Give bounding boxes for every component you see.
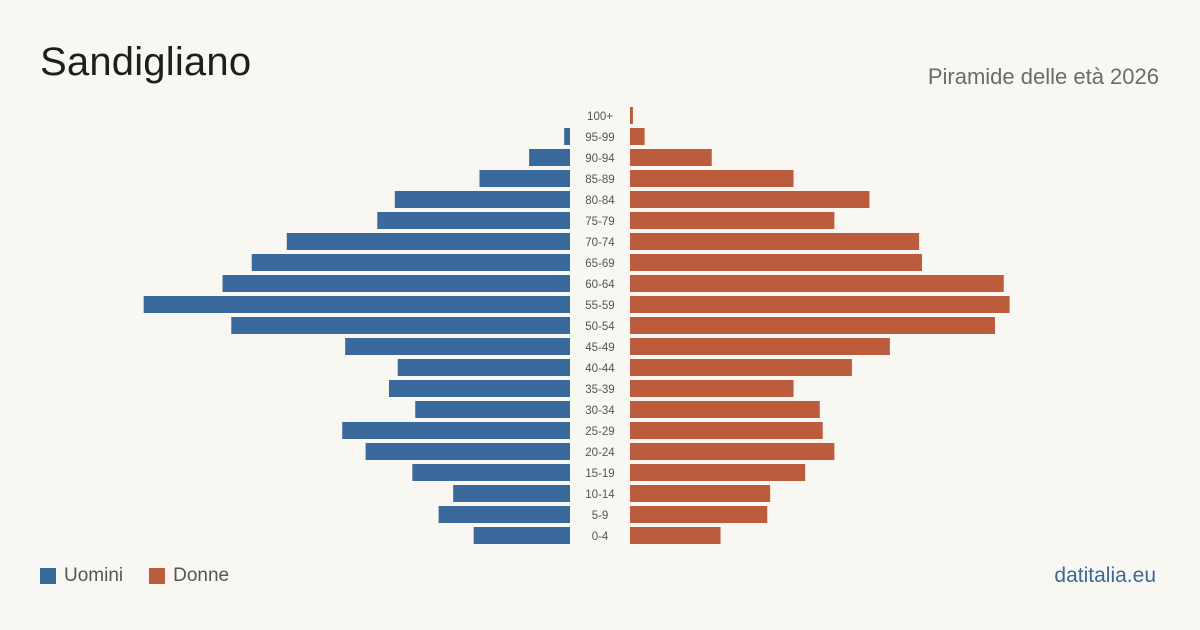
bar-men-40-44: [397, 359, 570, 376]
chart-title: Sandigliano: [40, 40, 252, 84]
bar-women-60-64: [630, 275, 1004, 292]
chart-subtitle: Piramide delle età 2026: [927, 64, 1159, 89]
bar-men-25-29: [342, 422, 570, 439]
bar-men-55-59: [143, 296, 570, 313]
age-label-25-29: 25-29: [585, 426, 614, 438]
brand-link[interactable]: datitalia.eu: [1054, 564, 1156, 587]
bar-women-5-9: [630, 506, 768, 523]
bar-women-20-24: [630, 443, 835, 460]
bar-women-40-44: [630, 359, 852, 376]
bar-women-70-74: [630, 233, 920, 250]
bar-women-75-79: [630, 212, 835, 229]
bar-men-70-74: [286, 233, 570, 250]
age-label-20-24: 20-24: [585, 447, 615, 459]
bar-men-65-69: [251, 254, 570, 271]
age-label-5-9: 5-9: [592, 510, 609, 522]
bar-women-95-99: [630, 128, 645, 145]
legend-swatch-men: [40, 568, 56, 584]
bar-women-85-89: [630, 170, 794, 187]
bar-men-30-34: [415, 401, 570, 418]
bar-men-45-49: [345, 338, 570, 355]
legend-label-men: Uomini: [64, 565, 124, 586]
bar-women-55-59: [630, 296, 1010, 313]
age-label-100+: 100+: [587, 111, 613, 123]
age-label-50-54: 50-54: [585, 321, 615, 333]
age-label-0-4: 0-4: [592, 531, 609, 543]
bar-women-80-84: [630, 191, 870, 208]
bar-women-15-19: [630, 464, 806, 481]
bar-men-90-94: [529, 149, 570, 166]
age-label-70-74: 70-74: [585, 237, 615, 249]
age-label-10-14: 10-14: [585, 489, 615, 501]
age-label-60-64: 60-64: [585, 279, 615, 291]
age-label-80-84: 80-84: [585, 195, 615, 207]
bar-men-50-54: [231, 317, 570, 334]
age-label-65-69: 65-69: [585, 258, 614, 270]
bar-men-95-99: [564, 128, 570, 145]
age-label-40-44: 40-44: [585, 363, 615, 375]
legend-item-men: Uomini: [40, 565, 123, 587]
age-label-45-49: 45-49: [585, 342, 614, 354]
bar-women-50-54: [630, 317, 995, 334]
bar-men-75-79: [377, 212, 570, 229]
bar-men-35-39: [388, 380, 570, 397]
bar-men-80-84: [394, 191, 570, 208]
bar-men-10-14: [453, 485, 570, 502]
age-label-35-39: 35-39: [585, 384, 614, 396]
bar-women-0-4: [630, 527, 721, 544]
bar-women-100+: [630, 107, 633, 124]
bar-women-45-49: [630, 338, 890, 355]
legend-label-women: Donne: [173, 565, 230, 586]
age-label-15-19: 15-19: [585, 468, 614, 480]
legend-item-women: Donne: [149, 565, 229, 587]
bar-men-85-89: [479, 170, 570, 187]
legend-swatch-women: [149, 568, 166, 584]
bar-women-30-34: [630, 401, 820, 418]
bar-men-5-9: [438, 506, 570, 523]
age-label-95-99: 95-99: [585, 132, 614, 144]
chart-legend: Uomini Donne: [40, 565, 229, 587]
bar-women-10-14: [630, 485, 771, 502]
age-label-30-34: 30-34: [585, 405, 615, 417]
age-label-75-79: 75-79: [585, 216, 614, 228]
bar-men-0-4: [473, 527, 570, 544]
bar-women-35-39: [630, 380, 794, 397]
age-label-90-94: 90-94: [585, 153, 615, 165]
age-label-55-59: 55-59: [585, 300, 614, 312]
age-label-85-89: 85-89: [585, 174, 614, 186]
bar-men-20-24: [365, 443, 570, 460]
bar-women-65-69: [630, 254, 922, 271]
bar-men-60-64: [222, 275, 570, 292]
bar-women-25-29: [630, 422, 823, 439]
bar-women-90-94: [630, 149, 712, 166]
bar-men-15-19: [412, 464, 570, 481]
